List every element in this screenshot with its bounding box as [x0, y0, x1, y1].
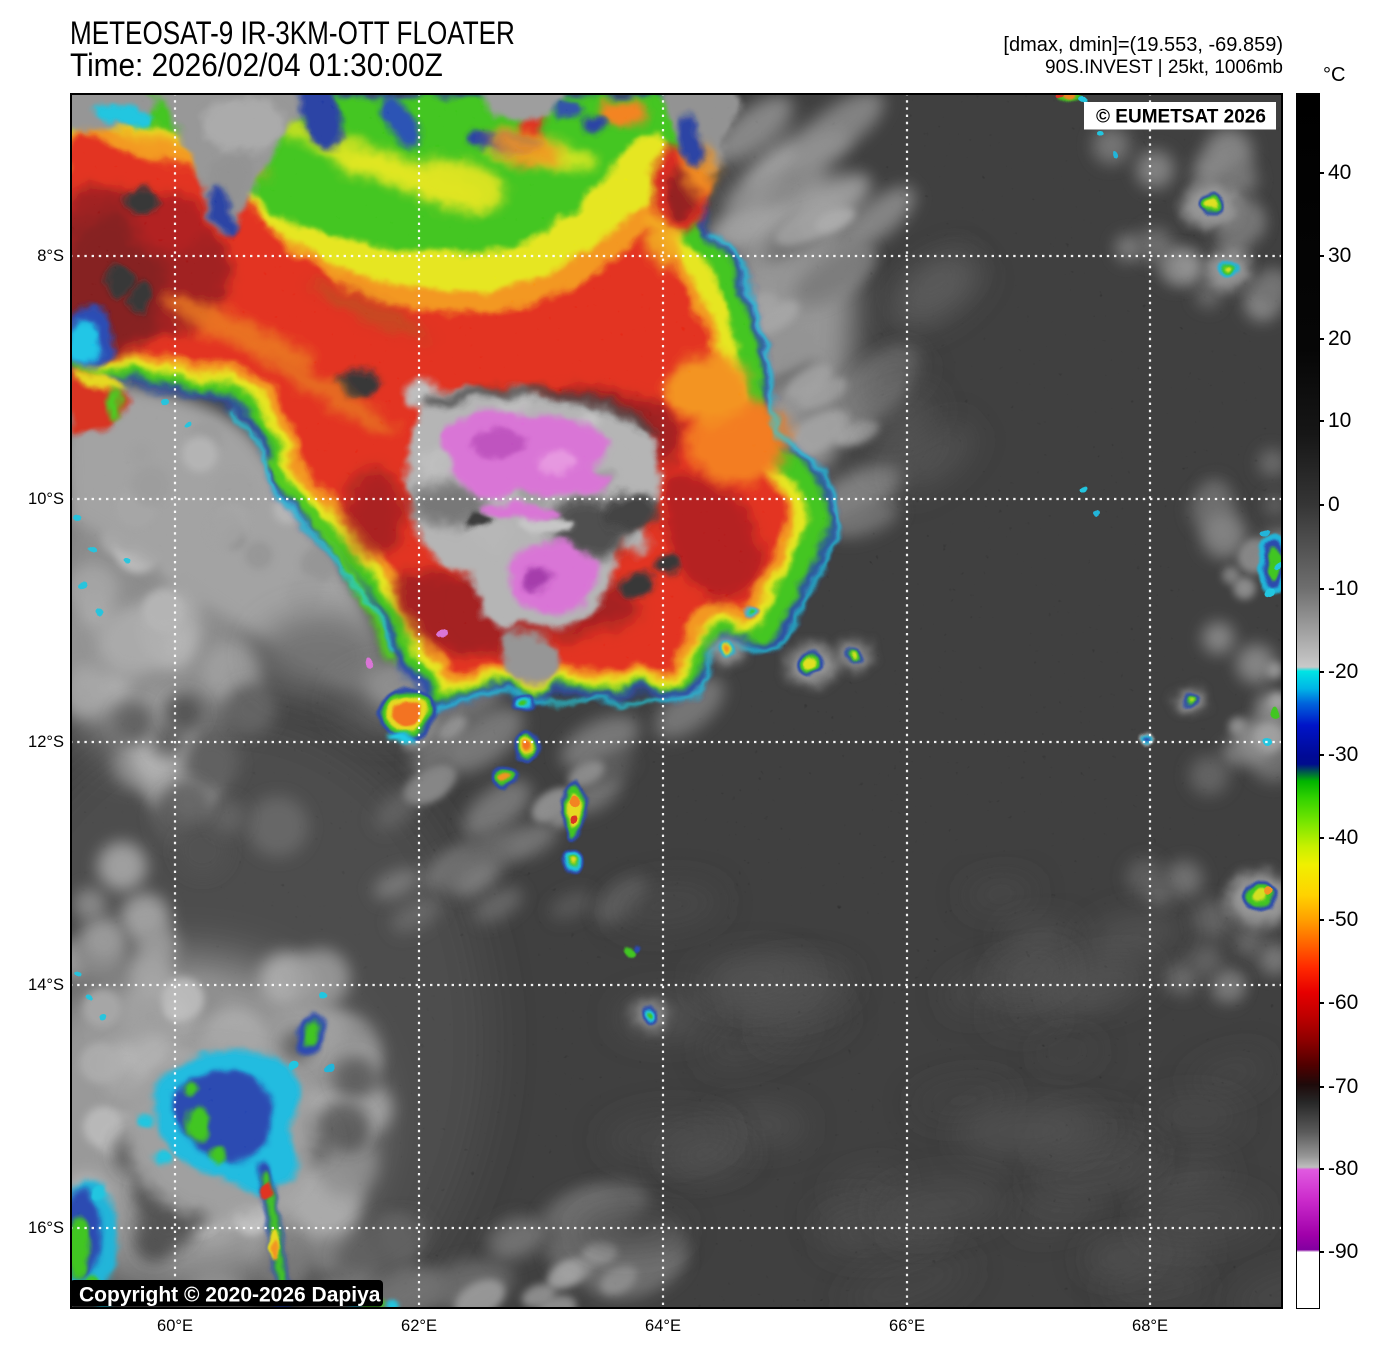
svg-text:Copyright © 2020-2026 Dapiya: Copyright © 2020-2026 Dapiya — [79, 1284, 381, 1307]
svg-text:© EUMETSAT 2026: © EUMETSAT 2026 — [1096, 107, 1266, 128]
